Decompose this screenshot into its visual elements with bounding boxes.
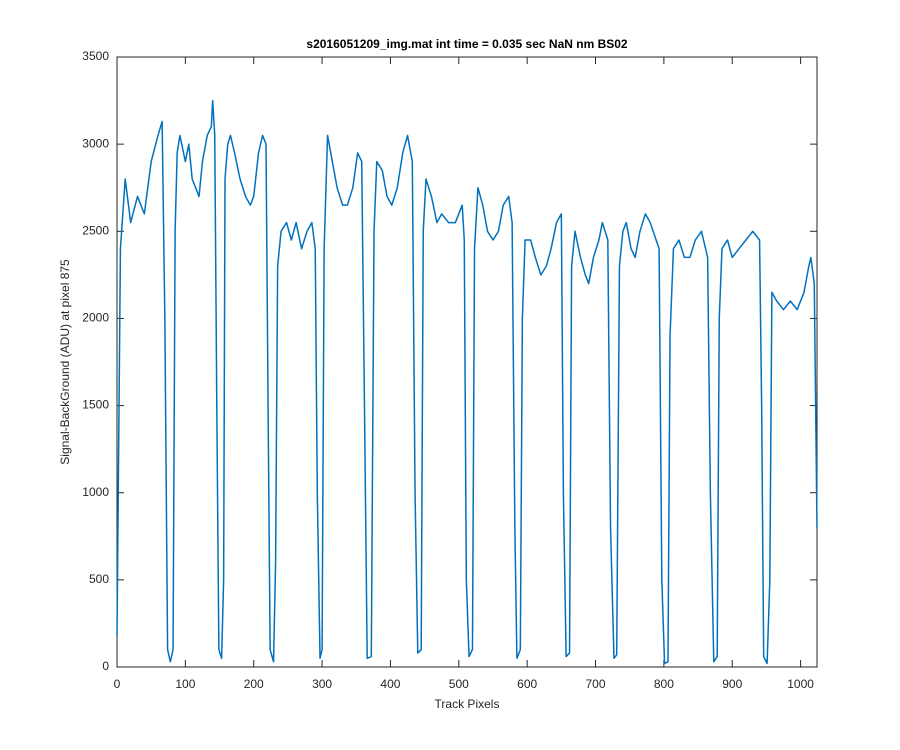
y-tick-label: 3000 (82, 136, 109, 150)
y-tick-label: 0 (102, 659, 109, 673)
y-tick-label: 1000 (82, 485, 109, 499)
x-tick-label: 0 (114, 677, 121, 691)
y-tick-label: 3500 (82, 49, 109, 63)
x-tick-label: 500 (449, 677, 469, 691)
x-axis-label: Track Pixels (435, 697, 500, 711)
y-tick-label: 2500 (82, 223, 109, 237)
y-tick-label: 2000 (82, 311, 109, 325)
x-tick-label: 200 (244, 677, 264, 691)
x-tick-label: 700 (586, 677, 606, 691)
chart-title: s2016051209_img.mat int time = 0.035 sec… (306, 37, 628, 51)
x-tick-label: 900 (722, 677, 742, 691)
data-line (116, 99, 818, 665)
x-tick-label: 1000 (787, 677, 814, 691)
x-tick-label: 300 (312, 677, 332, 691)
x-tick-label: 800 (654, 677, 674, 691)
y-tick-label: 500 (89, 572, 109, 586)
axes-box (116, 56, 818, 668)
x-tick-label: 600 (517, 677, 537, 691)
y-axis-label: Signal-BackGround (ADU) at pixel 875 (58, 259, 72, 465)
x-tick-label: 100 (175, 677, 195, 691)
x-tick-label: 400 (380, 677, 400, 691)
y-tick-label: 1500 (82, 398, 109, 412)
